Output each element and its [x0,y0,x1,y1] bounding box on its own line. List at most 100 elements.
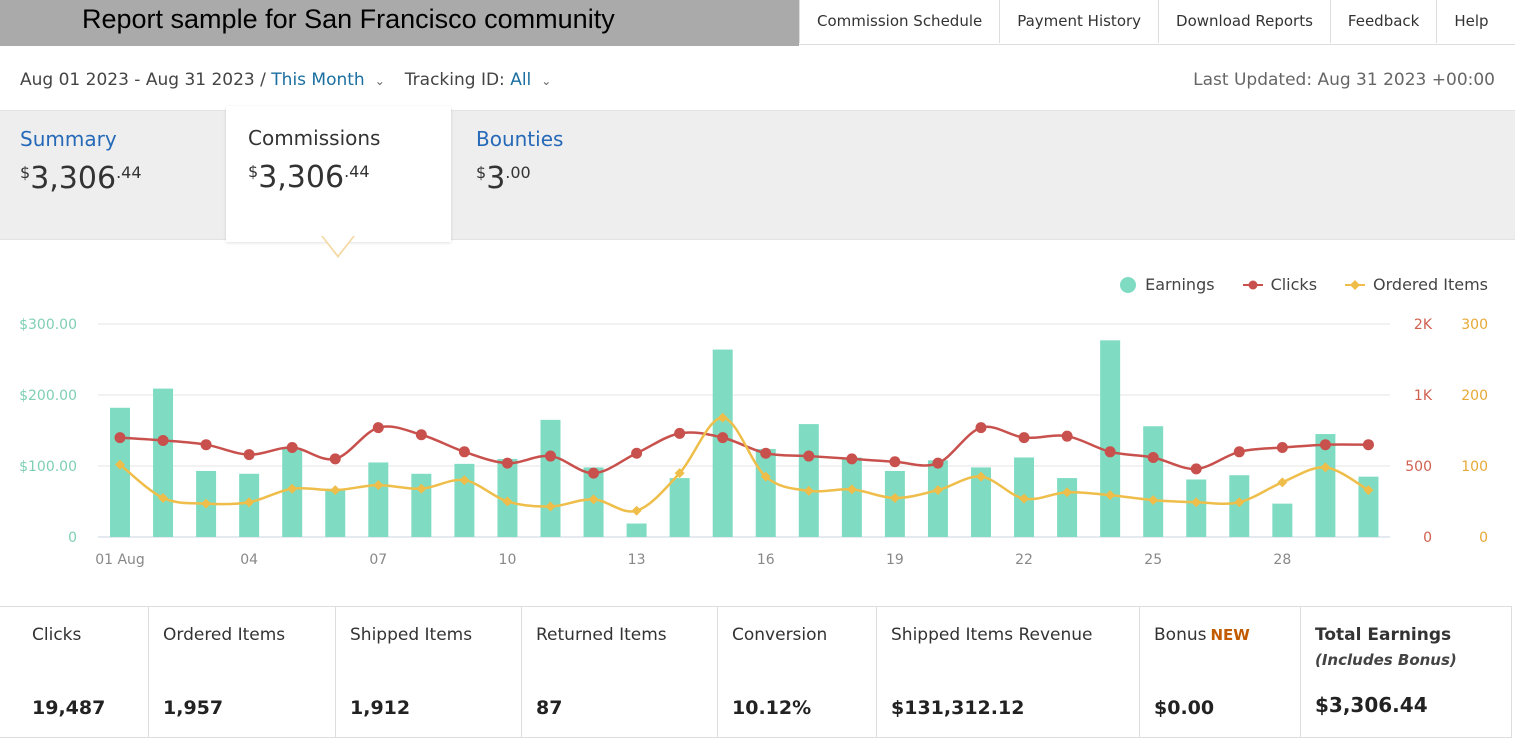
clicks-point [1018,432,1030,444]
x-tick-label: 16 [757,552,775,568]
earnings-bar [884,470,905,537]
tab-commissions[interactable]: Commissions $3,306.44 [226,106,451,242]
nav-payment-history[interactable]: Payment History [999,0,1158,43]
banner-title: Report sample for San Francisco communit… [82,4,615,34]
earnings-bar [1272,503,1293,537]
stat-ordered-items: Ordered Items 1,957 [149,607,336,737]
clicks-point [1104,446,1116,458]
tab-commissions-value: $3,306.44 [248,160,370,195]
clicks-point [674,427,686,439]
tab-summary[interactable]: Summary $3,306.44 [20,127,142,237]
chevron-down-icon[interactable]: ⌄ [374,74,385,88]
stat-total-value: $3,306.44 [1315,693,1428,717]
legend-clicks-label: Clicks [1270,275,1318,294]
legend-ordered-label: Ordered Items [1373,275,1488,294]
nav-commission-schedule[interactable]: Commission Schedule [799,0,999,43]
stat-total-earnings: Total Earnings (Includes Bonus) $3,306.44 [1301,607,1510,737]
earnings-bar [669,478,690,537]
earnings-bar [325,488,346,537]
tab-bounties[interactable]: Bounties $3.00 [476,127,563,237]
clicks-point [545,450,556,462]
y-left-tick-label: $100.00 [19,459,77,475]
earnings-bar [712,349,733,537]
chart-legend: Earnings Clicks Ordered Items [1119,275,1488,294]
clicks-point [975,422,987,434]
clicks-point [372,422,384,434]
x-tick-label: 01 Aug [95,552,145,568]
earnings-bar [1186,479,1207,537]
clicks-line-icon [1242,280,1263,289]
x-tick-label: 04 [240,552,258,568]
legend-earnings-label: Earnings [1145,275,1215,294]
ordered-point [588,494,599,505]
stat-returned-value: 87 [536,697,563,719]
legend-clicks[interactable]: Clicks [1242,275,1318,294]
legend-earnings[interactable]: Earnings [1119,275,1215,294]
top-nav: Commission Schedule Payment History Down… [799,0,1506,43]
ordered-point [1320,462,1331,473]
nav-feedback[interactable]: Feedback [1329,0,1436,43]
y-clicks-tick-label: 2K [1414,317,1433,333]
ordered-point [631,505,642,516]
ordered-line-icon [1345,279,1366,290]
stat-clicks-value: 19,487 [32,697,106,719]
tab-commissions-label: Commissions [248,126,381,150]
clicks-point [1061,430,1073,442]
clicks-point [157,434,169,446]
tab-bounties-label: Bounties [476,127,564,151]
period-dropdown[interactable]: This Month [271,70,365,90]
tracking-dropdown[interactable]: All [510,70,532,90]
stat-conversion-value: 10.12% [732,697,812,719]
clicks-point [1319,439,1331,451]
ordered-point [717,412,728,423]
stat-ordered-label: Ordered Items [163,625,286,645]
tab-summary-label: Summary [20,127,117,151]
earnings-bar [1057,478,1078,537]
earnings-bar [454,463,475,537]
earnings-bar [626,523,647,537]
ordered-point [760,471,771,482]
ordered-point [502,496,513,507]
stat-shipped-revenue: Shipped Items Revenue $131,312.12 [877,607,1140,737]
clicks-point [329,453,341,465]
clicks-point [1276,442,1288,454]
tab-summary-value: $3,306.44 [20,161,142,196]
ordered-point [1105,490,1116,501]
ordered-point [330,485,341,496]
y-clicks-tick-label: 0 [1423,530,1432,546]
ordered-point [1191,497,1202,508]
chevron-down-icon[interactable]: ⌄ [541,74,552,88]
earnings-bar [755,448,776,537]
y-ordered-tick-label: 100 [1461,459,1488,475]
ordered-point [115,459,125,470]
stat-shipped-value: 1,912 [350,697,411,719]
ordered-point [1363,485,1374,496]
clicks-point [243,449,255,461]
x-tick-label: 28 [1273,552,1291,568]
stats-bar: Clicks 19,487 Ordered Items 1,957 Shippe… [0,606,1512,738]
earnings-bar [1315,434,1336,537]
clicks-point [889,456,901,468]
earnings-bar [540,419,561,537]
clicks-point [588,467,600,479]
ordered-point [889,492,900,503]
earnings-bar [153,388,174,537]
date-range-label: Aug 01 2023 - Aug 31 2023 / [20,70,272,90]
new-badge: NEW [1210,626,1250,644]
stat-revenue-value: $131,312.12 [891,697,1025,719]
y-clicks-tick-label: 500 [1405,459,1432,475]
stat-bonus-label: Bonus NEW [1154,625,1250,645]
nav-help[interactable]: Help [1436,0,1505,43]
stat-clicks: Clicks 19,487 [0,607,149,737]
clicks-point [932,457,944,469]
tab-bounties-value: $3.00 [476,161,531,196]
ordered-point [373,480,384,491]
clicks-point [114,432,126,444]
x-tick-label: 22 [1015,552,1033,568]
nav-download-reports[interactable]: Download Reports [1158,0,1330,43]
clicks-point [803,450,815,462]
earnings-bar [1143,426,1164,537]
stat-bonus-value: $0.00 [1154,697,1215,719]
legend-ordered[interactable]: Ordered Items [1345,275,1488,294]
